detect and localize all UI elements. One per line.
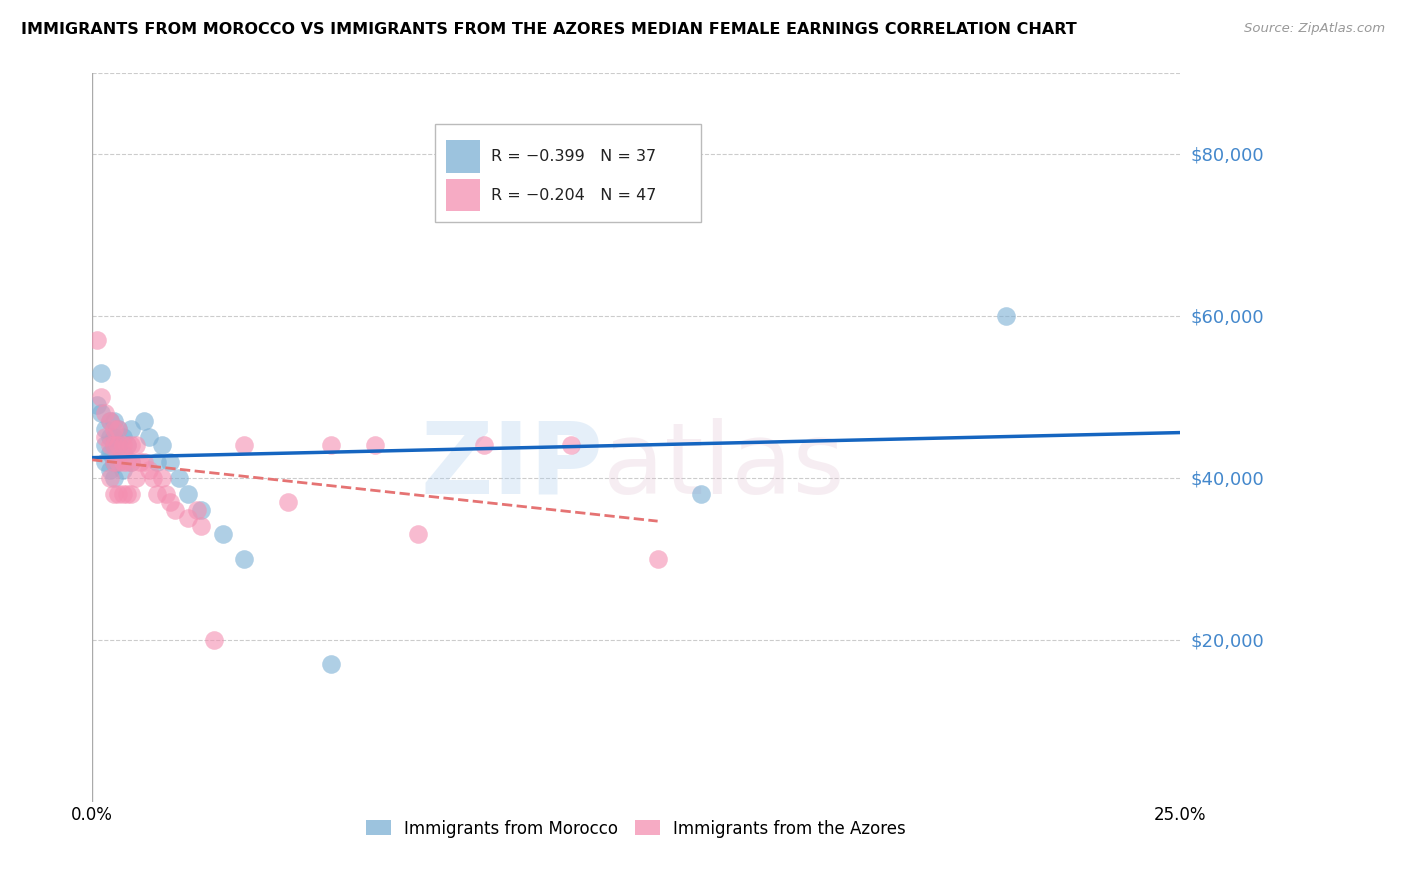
Point: [90, 390, 112, 404]
Point: [107, 438, 129, 452]
Point: [167, 471, 190, 485]
Point: [321, 657, 343, 671]
Text: IMMIGRANTS FROM MOROCCO VS IMMIGRANTS FROM THE AZORES MEDIAN FEMALE EARNINGS COR: IMMIGRANTS FROM MOROCCO VS IMMIGRANTS FR…: [21, 22, 1077, 37]
Point: [408, 527, 430, 541]
Point: [134, 414, 156, 428]
Point: [211, 527, 233, 541]
Point: [94, 422, 117, 436]
Point: [107, 454, 129, 468]
Point: [94, 454, 117, 468]
Point: [129, 454, 152, 468]
Point: [103, 422, 125, 436]
Point: [115, 487, 138, 501]
Point: [98, 471, 121, 485]
FancyBboxPatch shape: [434, 124, 702, 222]
Point: [98, 414, 121, 428]
Point: [86, 333, 108, 347]
Point: [111, 430, 134, 444]
Point: [647, 551, 669, 566]
Point: [138, 463, 160, 477]
Point: [115, 438, 138, 452]
Point: [103, 487, 125, 501]
Text: atlas: atlas: [603, 418, 845, 515]
Text: Source: ZipAtlas.com: Source: ZipAtlas.com: [1244, 22, 1385, 36]
Point: [124, 438, 146, 452]
Point: [233, 438, 256, 452]
Text: R = −0.399   N = 37: R = −0.399 N = 37: [491, 149, 657, 164]
Point: [103, 471, 125, 485]
Point: [159, 495, 181, 509]
Point: [90, 366, 112, 380]
Point: [111, 487, 134, 501]
Point: [186, 503, 208, 517]
Text: R = −0.204   N = 47: R = −0.204 N = 47: [491, 188, 657, 202]
Point: [994, 309, 1017, 323]
Point: [690, 487, 713, 501]
Point: [142, 471, 165, 485]
Point: [177, 487, 200, 501]
Point: [90, 406, 112, 420]
Point: [120, 422, 142, 436]
Bar: [446, 178, 481, 211]
Point: [159, 454, 181, 468]
Point: [86, 398, 108, 412]
Point: [111, 463, 134, 477]
Point: [124, 471, 146, 485]
Point: [103, 438, 125, 452]
Point: [202, 632, 225, 647]
Point: [94, 430, 117, 444]
Bar: [446, 140, 481, 173]
Legend: Immigrants from Morocco, Immigrants from the Azores: Immigrants from Morocco, Immigrants from…: [359, 813, 912, 844]
Point: [146, 454, 169, 468]
Point: [94, 438, 117, 452]
Point: [103, 414, 125, 428]
Point: [146, 487, 169, 501]
Point: [120, 438, 142, 452]
Point: [155, 487, 177, 501]
Point: [321, 438, 343, 452]
Point: [560, 438, 582, 452]
Point: [98, 430, 121, 444]
Point: [120, 487, 142, 501]
Point: [107, 422, 129, 436]
Point: [138, 430, 160, 444]
Point: [98, 463, 121, 477]
Point: [120, 454, 142, 468]
Point: [103, 454, 125, 468]
Point: [94, 406, 117, 420]
Point: [107, 438, 129, 452]
Point: [120, 454, 142, 468]
Point: [98, 438, 121, 452]
Point: [472, 438, 495, 452]
Point: [163, 503, 186, 517]
Point: [190, 519, 212, 533]
Point: [177, 511, 200, 525]
Point: [364, 438, 387, 452]
Point: [111, 438, 134, 452]
Point: [107, 422, 129, 436]
Point: [115, 454, 138, 468]
Point: [98, 446, 121, 460]
Point: [150, 438, 173, 452]
Point: [233, 551, 256, 566]
Point: [111, 454, 134, 468]
Point: [103, 454, 125, 468]
Point: [134, 454, 156, 468]
Point: [111, 446, 134, 460]
Point: [115, 438, 138, 452]
Point: [277, 495, 299, 509]
Point: [107, 487, 129, 501]
Point: [98, 414, 121, 428]
Point: [103, 438, 125, 452]
Text: ZIP: ZIP: [420, 418, 603, 515]
Point: [190, 503, 212, 517]
Point: [107, 454, 129, 468]
Point: [103, 430, 125, 444]
Point: [150, 471, 173, 485]
